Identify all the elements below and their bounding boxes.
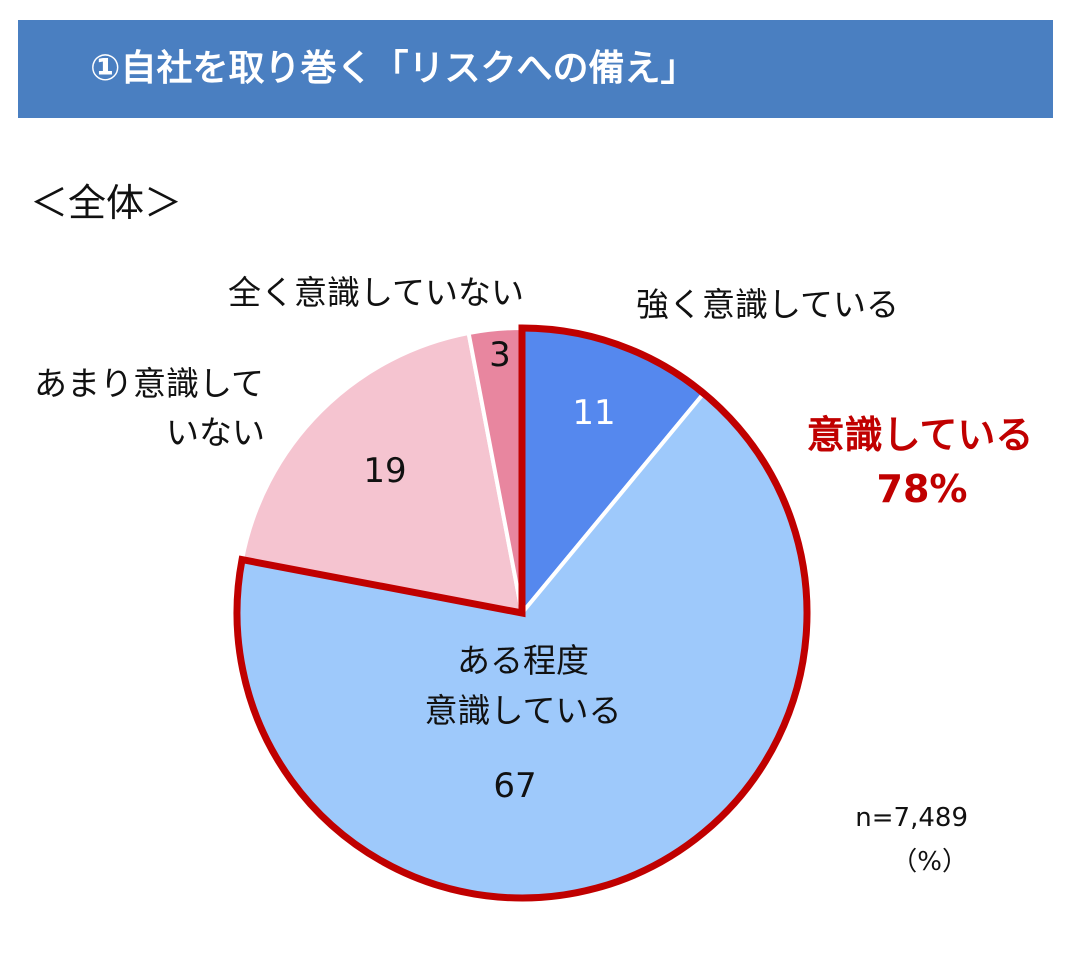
slice-value-none: 3 [489,335,511,375]
title-banner: ①自社を取り巻く「リスクへの備え」 [18,20,1053,118]
slice-label-not-much-line1: あまり意識して [34,364,264,403]
sample-size-note: n=7,489 [855,803,968,833]
highlight-label: 意識している [807,413,1034,457]
slice-label-none: 全く意識していない [228,273,524,312]
chart-subtitle: ＜全体＞ [30,181,183,225]
slice-value-strong: 11 [572,393,615,433]
slice-label-not-much-line2: いない [166,413,265,452]
unit-note: （%） [891,847,968,877]
slice-label-somewhat-line2: 意識している [424,691,621,730]
highlight-outline [233,324,811,902]
slice-value-not-much: 19 [363,451,406,491]
slice-value-somewhat: 67 [493,766,536,806]
page-title: ①自社を取り巻く「リスクへの備え」 [90,48,697,89]
slice-label-somewhat-line1: ある程度 [457,641,589,680]
highlight-percent: 78% [877,467,968,511]
pie-slice-2 [239,330,525,616]
slice-label-strong: 強く意識している [636,285,899,324]
pie-labels: 強く意識している 全く意識していない あまり意識して いない ある程度 意識して… [34,273,1033,877]
